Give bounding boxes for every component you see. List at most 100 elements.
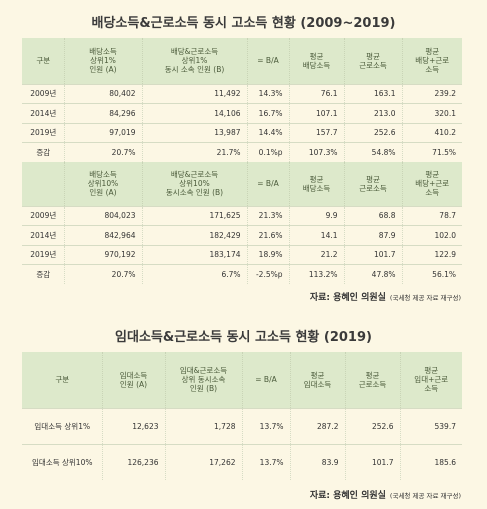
header-line: 상위 동시소속: [181, 375, 226, 385]
cell: 163.1: [343, 83, 402, 104]
header-line: 상위10%: [179, 179, 210, 189]
header-line: 인원 (A): [119, 379, 148, 389]
header-cell: = B/A: [246, 38, 289, 84]
header-line: 평균: [425, 170, 440, 180]
source-note: (국세청 제공 자료 재구성): [389, 294, 461, 302]
cell: 107.1: [288, 103, 344, 123]
header-cell: 평균 배당소득: [288, 38, 344, 84]
cell: 410.2: [401, 122, 462, 143]
header-row: 구분 배당소득 상위1% 인원 (A) 배당&근로소득 상위1% 동시 소속 인원 (B) =…: [22, 38, 462, 84]
cell: 76.1: [288, 83, 344, 104]
cell: 2009년: [22, 83, 64, 104]
source-label: 자료: 용혜인 의원실: [309, 491, 386, 501]
cell: 14.4%: [246, 122, 289, 143]
source: 자료: 용혜인 의원실 (국세청 제공 자료 재구성): [310, 290, 461, 303]
source-note: (국세청 제공 자료 재구성): [389, 492, 461, 500]
table: 구분 임대소득 인원 (A) 임대&근로소득 상위 동시소속 인원 (B) = B/A 평균 임…: [22, 352, 462, 480]
header-cell: 평균 배당+근로 소득: [401, 162, 462, 206]
header-line: 인원 (B): [189, 384, 218, 394]
header-cell: = B/A: [241, 352, 290, 408]
cell: 239.2: [401, 83, 462, 104]
cell: 2009년: [22, 205, 64, 226]
header-cell: 구분: [22, 38, 64, 84]
header-line: 상위10%: [87, 179, 119, 189]
cell: 2014년: [22, 225, 64, 245]
header-line: 근로소득: [358, 379, 387, 389]
cell: 71.5%: [401, 142, 462, 162]
cell: 183,174: [141, 244, 247, 265]
cell: 83.9: [289, 443, 345, 480]
header-cell: 배당소득 상위10% 인원 (A): [63, 162, 142, 206]
cell: 252.6: [343, 122, 402, 143]
cell: 1,728: [164, 407, 242, 444]
header-line: 상위1%: [181, 56, 208, 66]
header-line: 평균: [365, 370, 380, 380]
cell: 14.1: [288, 225, 344, 245]
cell: 16.7%: [246, 103, 289, 123]
cell: 13.7%: [241, 443, 290, 480]
header-line: 근로소득: [359, 60, 387, 70]
cell: 101.7: [344, 443, 400, 480]
cell: 21.2: [288, 244, 344, 265]
cell: 14.3%: [246, 83, 289, 104]
cell: 80,402: [63, 83, 142, 104]
cell: 0.1%p: [246, 142, 289, 162]
cell: 171,625: [141, 205, 247, 226]
cell: 287.2: [289, 407, 345, 444]
cell: 97,019: [63, 122, 142, 143]
header-line: 평균: [366, 51, 380, 61]
cell: 107.3%: [288, 142, 344, 162]
row: 임대소득 상위10% 126,236 17,262 13.7% 83.9 101.7 185…: [22, 443, 462, 480]
cell: 804,023: [63, 205, 142, 226]
cell: 101.7: [343, 244, 402, 265]
header-cell: 배당&근로소득 상위1% 동시 소속 인원 (B): [141, 38, 247, 84]
header-line: = B/A: [257, 56, 279, 66]
header-line: 임대소득: [303, 379, 332, 389]
header-line: 배당소득: [89, 170, 117, 180]
cell: 102.0: [401, 225, 462, 245]
row: 2009년 80,402 11,492 14.3% 76.1 163.1 239.2: [22, 83, 462, 104]
header-line: 평균: [366, 174, 380, 184]
cell: 84,296: [63, 103, 142, 123]
row: 임대소득 상위1% 12,623 1,728 13.7% 287.2 252.6 539.7: [22, 407, 462, 444]
cell: 182,429: [141, 225, 247, 245]
header-cell: 배당소득 상위1% 인원 (A): [63, 38, 142, 84]
header-cell: 임대&근로소득 상위 동시소속 인원 (B): [164, 352, 242, 408]
cell: 157.7: [288, 122, 344, 143]
cell: 2019년: [22, 122, 64, 143]
header-cell: = B/A: [246, 162, 289, 206]
header-line: 임대소득: [119, 370, 148, 380]
header-line: 인원 (A): [89, 65, 117, 75]
header-line: 소득: [425, 188, 440, 198]
header-line: 배당&근로소득: [170, 170, 219, 180]
header-cell: 평균 임대+근로 소득: [399, 352, 462, 408]
cell: 임대소득 상위10%: [22, 443, 102, 480]
cell: -2.5%p: [246, 264, 289, 284]
header-line: 평균: [425, 47, 440, 57]
cell: 13.7%: [241, 407, 290, 444]
header-line: 구분: [55, 375, 70, 385]
cell: 13,987: [141, 122, 247, 143]
header-line: 임대&근로소득: [179, 366, 228, 376]
header-line: = B/A: [255, 375, 277, 385]
header-cell: 임대소득 인원 (A): [101, 352, 165, 408]
cell: 126,236: [101, 443, 165, 480]
cell: 21.3%: [246, 205, 289, 226]
cell: 21.7%: [141, 142, 247, 162]
row: 2014년 84,296 14,106 16.7% 107.1 213.0 320.1: [22, 103, 462, 123]
header-cell: 구분: [22, 352, 102, 408]
row: 증감 20.7% 21.7% 0.1%p 107.3% 54.8% 71.5%: [22, 142, 462, 162]
cell: 11,492: [141, 83, 247, 104]
row: 2014년 842,964 182,429 21.6% 14.1 87.9 102.0: [22, 225, 462, 245]
header-line: 평균: [310, 370, 325, 380]
header-line: 배당+근로: [415, 56, 450, 66]
cell: 122.9: [401, 244, 462, 265]
cell: 증감: [22, 264, 64, 284]
cell: 14,106: [141, 103, 247, 123]
header-line: 배당소득: [302, 60, 331, 70]
source-label: 자료: 용혜인 의원실: [309, 293, 386, 303]
cell: 17,262: [164, 443, 242, 480]
cell: 6.7%: [141, 264, 247, 284]
header-line: 근로소득: [359, 183, 387, 193]
